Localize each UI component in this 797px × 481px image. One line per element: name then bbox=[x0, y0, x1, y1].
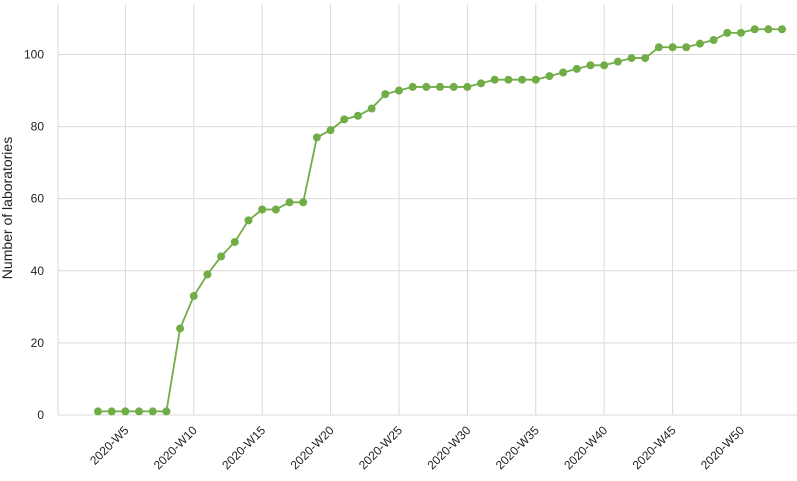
data-point bbox=[477, 79, 486, 88]
data-point bbox=[613, 57, 622, 66]
data-point bbox=[381, 90, 390, 99]
x-tick-label: 2020-W50 bbox=[698, 423, 747, 472]
data-point bbox=[312, 133, 321, 142]
data-point bbox=[135, 407, 144, 416]
data-point bbox=[586, 61, 595, 70]
data-point bbox=[203, 270, 212, 279]
x-tick-label: 2020-W5 bbox=[87, 423, 132, 468]
x-tick-label: 2020-W40 bbox=[561, 423, 610, 472]
data-point bbox=[695, 39, 704, 48]
data-point bbox=[504, 75, 513, 84]
x-tick-label: 2020-W30 bbox=[424, 423, 473, 472]
data-point bbox=[709, 36, 718, 45]
data-point bbox=[627, 54, 636, 63]
data-point bbox=[258, 205, 267, 214]
data-point bbox=[299, 198, 308, 207]
data-point bbox=[682, 43, 691, 52]
data-point bbox=[545, 72, 554, 81]
data-point bbox=[778, 25, 786, 34]
data-point bbox=[600, 61, 609, 70]
data-point bbox=[340, 115, 349, 124]
y-tick-label: 60 bbox=[31, 192, 45, 206]
data-point bbox=[230, 237, 239, 246]
data-point bbox=[217, 252, 226, 261]
data-point bbox=[148, 407, 157, 416]
data-point bbox=[654, 43, 663, 52]
x-tick-label: 2020-W35 bbox=[493, 423, 542, 472]
data-point bbox=[408, 82, 417, 91]
x-tick-label: 2020-W10 bbox=[151, 423, 200, 472]
data-point bbox=[326, 126, 335, 135]
data-point bbox=[736, 28, 745, 37]
data-point bbox=[121, 407, 130, 416]
x-tick-label: 2020-W15 bbox=[219, 423, 268, 472]
data-point bbox=[394, 86, 403, 95]
data-point bbox=[436, 82, 444, 91]
data-point bbox=[750, 25, 759, 34]
y-tick-label: 20 bbox=[31, 336, 45, 350]
data-point bbox=[572, 64, 581, 73]
data-point bbox=[449, 82, 458, 91]
data-point bbox=[353, 111, 362, 120]
data-point bbox=[668, 43, 677, 52]
data-point bbox=[367, 104, 376, 113]
x-tick-label: 2020-W20 bbox=[288, 423, 337, 472]
data-point bbox=[723, 28, 732, 37]
y-tick-label: 0 bbox=[37, 408, 44, 422]
data-point bbox=[518, 75, 527, 84]
data-point bbox=[764, 25, 773, 34]
data-point bbox=[107, 407, 116, 416]
data-point bbox=[641, 54, 650, 63]
data-point bbox=[559, 68, 568, 77]
data-point bbox=[422, 82, 431, 91]
data-point bbox=[189, 292, 198, 301]
y-tick-label: 80 bbox=[31, 120, 45, 134]
data-point bbox=[162, 407, 171, 416]
data-point bbox=[176, 324, 185, 333]
y-axis-title: Number of laboratories bbox=[0, 137, 15, 279]
x-tick-label: 2020-W25 bbox=[356, 423, 405, 472]
data-point bbox=[285, 198, 294, 207]
data-point bbox=[94, 407, 102, 416]
x-tick-label: 2020-W45 bbox=[630, 423, 679, 472]
data-point bbox=[490, 75, 499, 84]
y-tick-label: 40 bbox=[31, 264, 45, 278]
y-tick-label: 100 bbox=[24, 47, 44, 61]
data-point bbox=[244, 216, 253, 225]
data-point bbox=[531, 75, 540, 84]
data-point bbox=[271, 205, 280, 214]
data-point bbox=[463, 82, 472, 91]
